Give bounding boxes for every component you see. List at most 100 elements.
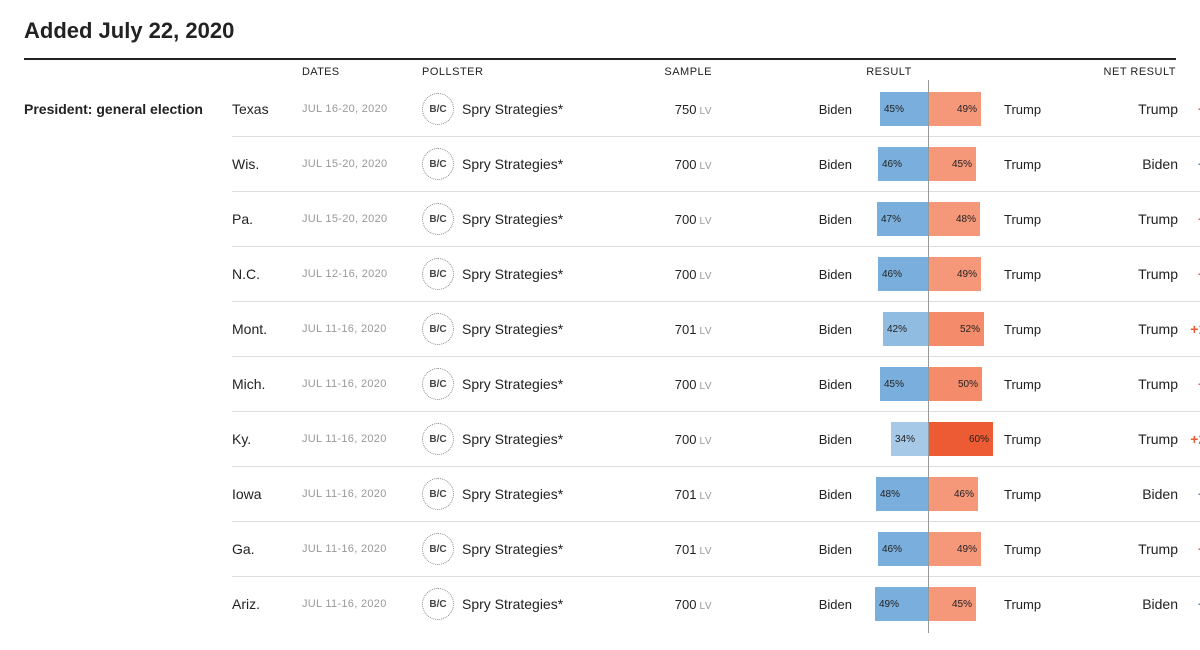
net-winner: Trump [1138,431,1178,447]
result-cell: Biden48%46%Trump [732,477,1084,511]
sample-n: 700 [675,157,697,172]
net-winner: Trump [1138,376,1178,392]
trump-bar: 45% [928,147,976,181]
pollster-cell[interactable]: B/C Spry Strategies* [422,533,622,565]
biden-bar: 49% [875,587,928,621]
result-cell: Biden45%50%Trump [732,367,1084,401]
sample-cell: 750LV [622,102,732,117]
net-margin: +27 [1184,431,1200,447]
biden-bar: 46% [878,532,928,566]
pollster-name: Spry Strategies* [462,321,563,337]
pollster-name: Spry Strategies* [462,486,563,502]
candidate-left-label: Biden [732,597,858,612]
candidate-right-label: Trump [998,377,1084,392]
trump-bar: 49% [928,532,981,566]
pollster-grade-badge: B/C [422,478,454,510]
sample-cell: 700LV [622,377,732,392]
pollster-cell[interactable]: B/CSpry Strategies* [422,93,622,125]
table-row: President: general electionTexasJUL 16-2… [24,82,1176,136]
sample-cell: 701LV [622,322,732,337]
state-label: Ariz. [232,596,302,612]
net-result-cell: Biden+1 [1084,156,1200,172]
net-result-cell: Trump+1 [1084,211,1200,227]
result-cell: Biden42%52%Trump [732,312,1084,346]
state-label: Texas [232,101,302,117]
pollster-cell[interactable]: B/C Spry Strategies* [422,478,622,510]
result-cell: Biden45%49%Trump [732,92,1084,126]
pollster-cell[interactable]: B/CSpry Strategies* [422,258,622,290]
net-margin: +3 [1184,266,1200,282]
table-row: Mich.JUL 11-16, 2020B/CSpry Strategies*7… [24,356,1176,411]
table-row: IowaJUL 11-16, 2020B/CSpry Strategies*70… [24,466,1176,521]
pollster-grade-badge: B/C [422,148,454,180]
page-title: Added July 22, 2020 [24,18,1176,44]
pollster-cell[interactable]: B/CSpry Strategies* [422,313,622,345]
biden-bar: 46% [878,257,928,291]
net-margin: +2 [1184,486,1200,502]
table-row: Mont.JUL 11-16, 2020B/CSpry Strategies*7… [24,301,1176,356]
result-center-divider [928,355,929,413]
sample-cell: 701LV [622,487,732,502]
poll-dates: JUL 15-20, 2020 [302,158,422,170]
pollster-name: Spry Strategies* [462,211,563,227]
state-label: Wis. [232,156,302,172]
sample-type: LV [700,491,713,502]
result-bars: 45%50% [858,367,998,401]
net-result-cell: Trump +27 [1084,431,1200,447]
candidate-left-label: Biden [732,212,858,227]
state-label: N.C. [232,266,302,282]
sample-type: LV [700,106,713,117]
poll-dates: JUL 11-16, 2020 [302,378,422,390]
state-label: Pa. [232,211,302,227]
trump-bar: 50% [928,367,982,401]
biden-bar: 34% [891,422,928,456]
col-header-dates: DATES [302,66,422,78]
pollster-cell[interactable]: B/CSpry Strategies* [422,368,622,400]
candidate-right-label: Trump [998,102,1084,117]
poll-dates: JUL 12-16, 2020 [302,268,422,280]
race-group-label: President: general election [24,101,224,118]
sample-type: LV [700,161,713,172]
result-center-divider [928,575,929,633]
net-winner: Biden [1142,596,1178,612]
result-cell: Biden46%49%Trump [732,257,1084,291]
col-header-result: RESULT [732,66,1046,78]
candidate-left-label: Biden [732,102,858,117]
pollster-cell[interactable]: B/CSpry Strategies* [422,588,622,620]
pollster-grade-badge: B/C [422,203,454,235]
result-cell: Biden46%45%Trump [732,147,1084,181]
sample-n: 701 [675,487,697,502]
pollster-name: Spry Strategies* [462,596,563,612]
candidate-left-label: Biden [732,487,858,502]
sample-cell: 700LV [622,212,732,227]
result-center-divider [928,80,929,138]
net-margin: +4 [1184,376,1200,392]
poll-dates: JUL 15-20, 2020 [302,213,422,225]
pollster-cell[interactable]: B/CSpry Strategies* [422,148,622,180]
pollster-cell[interactable]: B/C Spry Strategies* [422,203,622,235]
candidate-right-label: Trump [998,432,1084,447]
sample-cell: 700LV [622,267,732,282]
result-center-divider [928,465,929,523]
col-header-sample: SAMPLE [622,66,732,78]
trump-bar: 46% [928,477,978,511]
state-label: Ky. [232,431,302,447]
result-cell: Biden34%60%Trump [732,422,1084,456]
table-row: Ky.JUL 11-16, 2020B/CSpry Strategies*700… [24,411,1176,466]
net-result-cell: Biden+2 [1084,486,1200,502]
poll-dates: JUL 11-16, 2020 [302,598,422,610]
sample-n: 701 [675,322,697,337]
pollster-name: Spry Strategies* [462,376,563,392]
result-center-divider [928,190,929,248]
poll-dates: JUL 11-16, 2020 [302,488,422,500]
pollster-cell[interactable]: B/CSpry Strategies* [422,423,622,455]
net-winner: Trump [1138,321,1178,337]
net-margin: +10 [1184,321,1200,337]
candidate-right-label: Trump [998,322,1084,337]
pollster-name: Spry Strategies* [462,266,563,282]
pollster-name: Spry Strategies* [462,541,563,557]
pollster-name: Spry Strategies* [462,101,563,117]
pollster-grade-badge: B/C [422,533,454,565]
sample-type: LV [700,216,713,227]
result-center-divider [928,410,929,468]
